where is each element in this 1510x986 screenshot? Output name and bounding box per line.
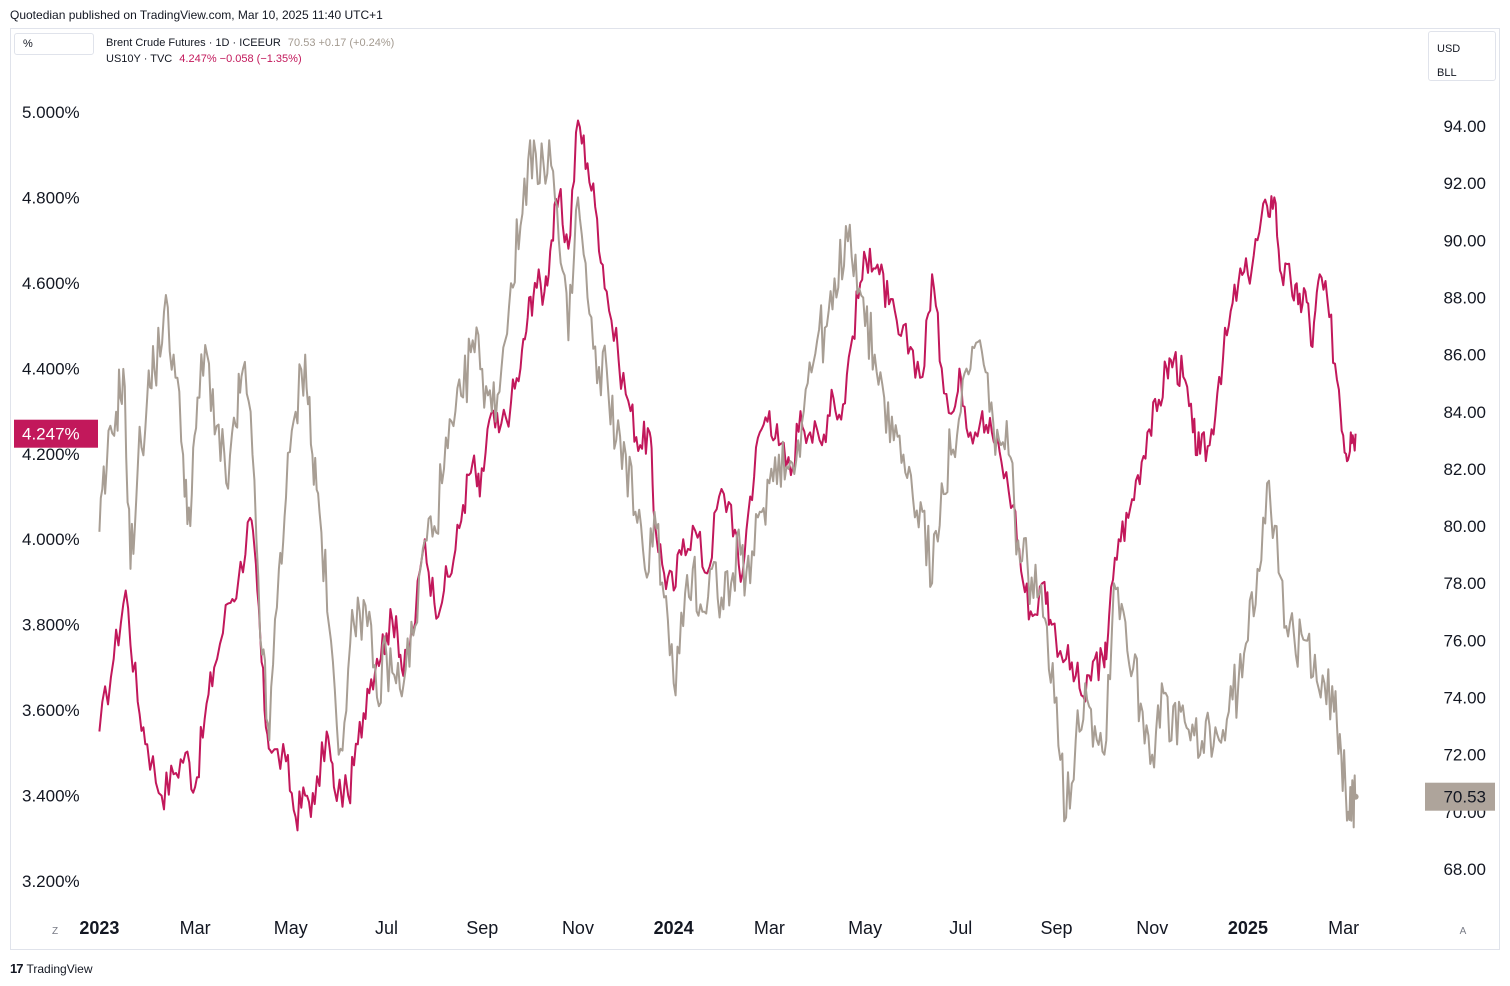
- x-tick-label: 2024: [654, 918, 694, 938]
- right-tick-label: 72.00: [1443, 746, 1486, 765]
- right-tick-label: 68.00: [1443, 860, 1486, 879]
- x-tick-label: Sep: [466, 918, 498, 938]
- legend-brent-values: 70.53 +0.17 (+0.24%): [287, 37, 395, 49]
- left-tick-label: 5.000%: [22, 103, 80, 122]
- left-tick-label: 4.600%: [22, 274, 80, 293]
- left-tick-label: 3.600%: [22, 701, 80, 720]
- left-tick-label: 4.000%: [22, 530, 80, 549]
- x-tick-label: May: [274, 918, 308, 938]
- footer: 17 TradingView: [10, 961, 93, 976]
- right-unit-currency: USD: [1437, 43, 1461, 55]
- legend-brent[interactable]: Brent Crude Futures · 1D · ICEEUR 70.53 …: [106, 35, 394, 51]
- left-axis-ticks: 5.000% 4.800% 4.600% 4.400% 4.200% 4.000% 3.80…: [22, 103, 80, 891]
- publish-line: Quotedian published on TradingView.com, …: [10, 8, 383, 22]
- chart-frame: [10, 28, 1500, 950]
- legend: Brent Crude Futures · 1D · ICEEUR 70.53 …: [106, 35, 394, 67]
- left-tick-label: 3.800%: [22, 616, 80, 635]
- left-unit-selector[interactable]: %: [14, 33, 94, 55]
- right-unit-measure: BLL: [1437, 67, 1457, 79]
- left-tick-label: 3.400%: [22, 787, 80, 806]
- right-unit-selector[interactable]: USD BLL: [1428, 31, 1496, 81]
- x-tick-label: Sep: [1040, 918, 1072, 938]
- x-axis-ticks: 2023 Mar May Jul Sep Nov 2024 Mar May Jul Sep Nov 20…: [79, 918, 1359, 938]
- x-tick-label: Jul: [949, 918, 972, 938]
- right-tick-label: 80.00: [1443, 517, 1486, 536]
- right-tick-label: 88.00: [1443, 288, 1486, 307]
- right-axis-ticks: 94.00 92.00 90.00 88.00 86.00 84.00 82.00 80.00…: [1443, 117, 1486, 879]
- right-tick-label: 82.00: [1443, 460, 1486, 479]
- x-tick-label: Nov: [562, 918, 594, 938]
- brent-line[interactable]: [98, 139, 1357, 829]
- last-value-badges: 4.247% 70.53: [14, 419, 1495, 811]
- right-tick-label: 92.00: [1443, 174, 1486, 193]
- right-tick-label: 94.00: [1443, 117, 1486, 136]
- right-tick-label: 84.00: [1443, 403, 1486, 422]
- x-tick-label: 2025: [1228, 918, 1268, 938]
- tradingview-logo-icon: 17: [10, 961, 24, 976]
- right-tick-label: 76.00: [1443, 631, 1486, 650]
- brent-last-badge: [1425, 782, 1495, 811]
- x-tick-label: Jul: [375, 918, 398, 938]
- brent-last-label: 70.53: [1443, 788, 1486, 807]
- x-tick-label: Nov: [1136, 918, 1168, 938]
- left-tick-label: 4.800%: [22, 188, 80, 207]
- right-tick-label: 74.00: [1443, 689, 1486, 708]
- corner-left-label[interactable]: Z: [52, 926, 58, 937]
- x-tick-label: 2023: [79, 918, 119, 938]
- legend-us10y-name: US10Y · TVC: [106, 53, 173, 65]
- us10y-last-label: 4.247%: [22, 425, 80, 444]
- legend-brent-name: Brent Crude Futures · 1D · ICEEUR: [106, 37, 281, 49]
- right-tick-label: 78.00: [1443, 574, 1486, 593]
- us10y-last-badge: [14, 419, 98, 448]
- corner-right-label[interactable]: A: [1460, 926, 1467, 937]
- us10y-line[interactable]: [98, 119, 1357, 832]
- series-layer: [98, 119, 1359, 832]
- right-tick-label: 90.00: [1443, 231, 1486, 250]
- x-tick-label: Mar: [1328, 918, 1359, 938]
- left-tick-label: 3.200%: [22, 872, 80, 891]
- right-tick-label: 86.00: [1443, 346, 1486, 365]
- x-tick-label: Mar: [754, 918, 785, 938]
- left-unit-label: %: [23, 38, 33, 50]
- legend-us10y[interactable]: US10Y · TVC 4.247% −0.058 (−1.35%): [106, 51, 394, 67]
- left-tick-label: 4.400%: [22, 359, 80, 378]
- left-tick-label: 4.200%: [22, 445, 80, 464]
- footer-brand: TradingView: [26, 961, 93, 976]
- brent-last-point: [1352, 793, 1359, 800]
- x-tick-label: Mar: [180, 918, 211, 938]
- legend-us10y-values: 4.247% −0.058 (−1.35%): [179, 53, 302, 65]
- x-tick-label: May: [848, 918, 882, 938]
